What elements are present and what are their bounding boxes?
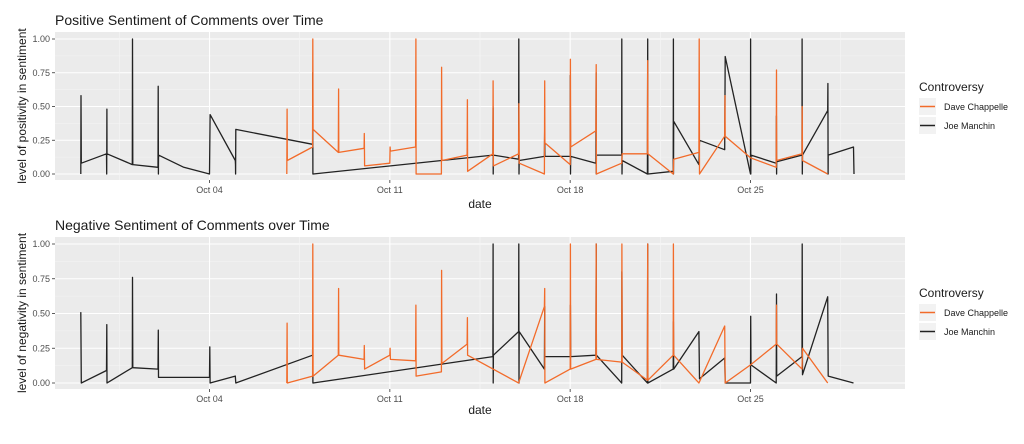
positive-legend: Controversy Dave Chappelle Joe Manchin: [919, 80, 1008, 134]
positive-y-axis-title: level of positivity in sentiment: [15, 28, 29, 184]
negative-sentiment-panel: Negative Sentiment of Comments over Time…: [15, 217, 905, 417]
y-tick-label: 0.00: [32, 378, 50, 388]
x-tick-label: Oct 04: [196, 185, 223, 195]
y-tick-label: 0.25: [32, 343, 50, 353]
x-tick-label: Oct 11: [377, 185, 403, 195]
series-line-dave-chappelle: [286, 38, 829, 175]
y-tick-label: 0.50: [32, 309, 50, 319]
y-tick-label: 1.00: [32, 239, 50, 249]
grid-lines: [55, 237, 905, 389]
positive-sentiment-panel: Positive Sentiment of Comments over Time…: [15, 12, 905, 211]
y-tick-label: 0.75: [32, 68, 50, 78]
y-tick-labels: 0.00 0.25 0.50 0.75 1.00: [32, 239, 55, 388]
series-line-dave-chappelle: [286, 243, 829, 384]
legend-label-dave-chappelle: Dave Chappelle: [944, 102, 1008, 112]
y-tick-label: 0.75: [32, 274, 50, 284]
y-tick-labels: 0.00 0.25 0.50 0.75 1.00: [32, 34, 55, 179]
y-tick-label: 0.50: [32, 102, 50, 112]
legend-title: Controversy: [919, 286, 984, 300]
negative-chart-title: Negative Sentiment of Comments over Time: [55, 217, 330, 233]
x-tick-label: Oct 11: [377, 394, 403, 404]
y-tick-label: 0.00: [32, 169, 50, 179]
x-tick-label: Oct 04: [196, 394, 223, 404]
legend-label-joe-manchin: Joe Manchin: [944, 327, 995, 337]
positive-chart-title: Positive Sentiment of Comments over Time: [55, 12, 324, 28]
positive-x-axis-title: date: [468, 197, 492, 211]
legend-label-dave-chappelle: Dave Chappelle: [944, 308, 1008, 318]
negative-legend: Controversy Dave Chappelle Joe Manchin: [919, 286, 1008, 340]
x-tick-labels: Oct 04 Oct 11 Oct 18 Oct 25: [196, 389, 764, 404]
negative-y-axis-title: level of negativity in sentiment: [15, 232, 29, 393]
series-layer: [80, 38, 855, 175]
x-tick-labels: Oct 04 Oct 11 Oct 18 Oct 25: [196, 180, 764, 195]
y-tick-label: 0.25: [32, 135, 50, 145]
series-layer: [80, 243, 854, 384]
x-tick-label: Oct 25: [737, 185, 764, 195]
y-tick-label: 1.00: [32, 34, 50, 44]
legend-title: Controversy: [919, 80, 984, 94]
x-tick-label: Oct 18: [557, 185, 584, 195]
x-tick-label: Oct 18: [557, 394, 584, 404]
legend-label-joe-manchin: Joe Manchin: [944, 121, 995, 131]
x-tick-label: Oct 25: [737, 394, 764, 404]
negative-x-axis-title: date: [468, 403, 492, 417]
